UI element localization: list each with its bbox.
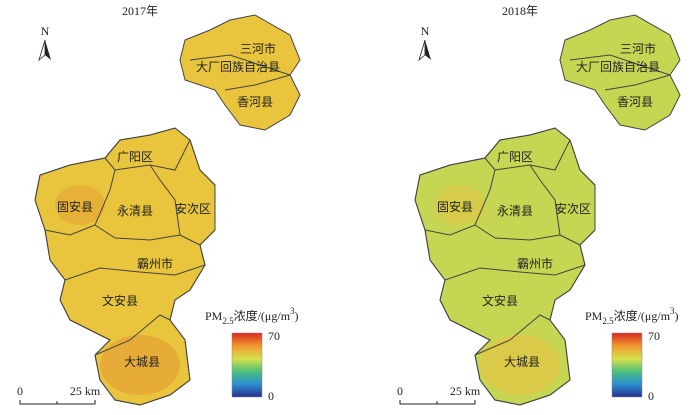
region-outline bbox=[414, 127, 596, 406]
north-label: N bbox=[421, 24, 430, 38]
region-label: 文安县 bbox=[102, 293, 138, 308]
region-label: 霸州市 bbox=[517, 256, 553, 271]
colorbar bbox=[231, 332, 263, 398]
region-border bbox=[569, 54, 671, 76]
region-label: 大厂回族自治县 bbox=[576, 60, 660, 74]
region-outline bbox=[34, 127, 216, 406]
north-arrow bbox=[418, 39, 426, 62]
region-border bbox=[474, 224, 561, 241]
hotspot bbox=[55, 185, 105, 225]
region-label: 三河市 bbox=[620, 41, 656, 56]
legend-title-part: 2.5 bbox=[222, 316, 234, 326]
colorbar-min: 0 bbox=[268, 389, 274, 403]
region-label: 固安县 bbox=[57, 199, 93, 214]
region-label: 广阳区 bbox=[117, 150, 153, 164]
region-border bbox=[604, 74, 671, 91]
legend-title-part: PM bbox=[205, 309, 223, 323]
region-border bbox=[64, 264, 206, 281]
region-border bbox=[149, 164, 201, 246]
region-label: 安次区 bbox=[175, 201, 211, 216]
scale-bar bbox=[19, 400, 96, 405]
region-label: 香河县 bbox=[237, 95, 273, 109]
legend-title-part: 浓度/(μg/m bbox=[234, 308, 291, 323]
legend-title-part: PM bbox=[585, 309, 603, 323]
region-border bbox=[189, 54, 291, 76]
colorbar-max: 70 bbox=[648, 329, 660, 343]
north-label: N bbox=[41, 24, 50, 38]
scale-label: 0 bbox=[397, 384, 403, 398]
region-label: 广阳区 bbox=[497, 150, 533, 164]
legend-title: PM2.5浓度/(μg/m3) bbox=[585, 306, 679, 326]
region-label: 永清县 bbox=[497, 204, 533, 218]
colorbar-max: 70 bbox=[268, 329, 280, 343]
north-arrow bbox=[38, 39, 46, 62]
region-border bbox=[94, 314, 171, 356]
region-border bbox=[529, 164, 581, 246]
legend-title-part: ) bbox=[295, 309, 299, 323]
region-label: 大城县 bbox=[124, 355, 160, 369]
region-border bbox=[474, 314, 551, 356]
north-arrow bbox=[425, 40, 431, 60]
region-border bbox=[444, 264, 586, 281]
scale-label: 25 km bbox=[70, 384, 101, 398]
legend-title-part: 3 bbox=[670, 306, 675, 316]
region-border bbox=[94, 224, 181, 241]
region-area bbox=[559, 14, 681, 131]
region-label: 固安县 bbox=[437, 199, 473, 214]
region-border bbox=[224, 74, 291, 91]
region-label: 大城县 bbox=[504, 355, 540, 369]
hotspot bbox=[100, 335, 180, 395]
colorbar bbox=[611, 332, 643, 398]
region-label: 永清县 bbox=[117, 204, 153, 218]
region-label: 霸州市 bbox=[137, 256, 173, 271]
legend-title-part: 2.5 bbox=[602, 316, 614, 326]
legend-title-part: 3 bbox=[290, 306, 295, 316]
scale-bar bbox=[399, 400, 476, 405]
legend-title-part: 浓度/(μg/m bbox=[614, 308, 671, 323]
region-label: 三河市 bbox=[240, 41, 276, 56]
colorbar-min: 0 bbox=[648, 389, 654, 403]
scale-label: 0 bbox=[17, 384, 23, 398]
region-label: 香河县 bbox=[617, 95, 653, 109]
panel-title: 2018年 bbox=[502, 4, 538, 18]
region-label: 安次区 bbox=[555, 201, 591, 216]
scale-label: 25 km bbox=[450, 384, 481, 398]
region-label: 文安县 bbox=[482, 293, 518, 308]
hotspot bbox=[480, 335, 560, 395]
region-area bbox=[179, 14, 301, 131]
region-label: 大厂回族自治县 bbox=[196, 60, 280, 74]
north-arrow bbox=[45, 40, 51, 60]
legend-title-part: ) bbox=[675, 309, 679, 323]
legend-title: PM2.5浓度/(μg/m3) bbox=[205, 306, 299, 326]
hotspot bbox=[435, 185, 485, 225]
panel-title: 2017年 bbox=[122, 4, 158, 18]
